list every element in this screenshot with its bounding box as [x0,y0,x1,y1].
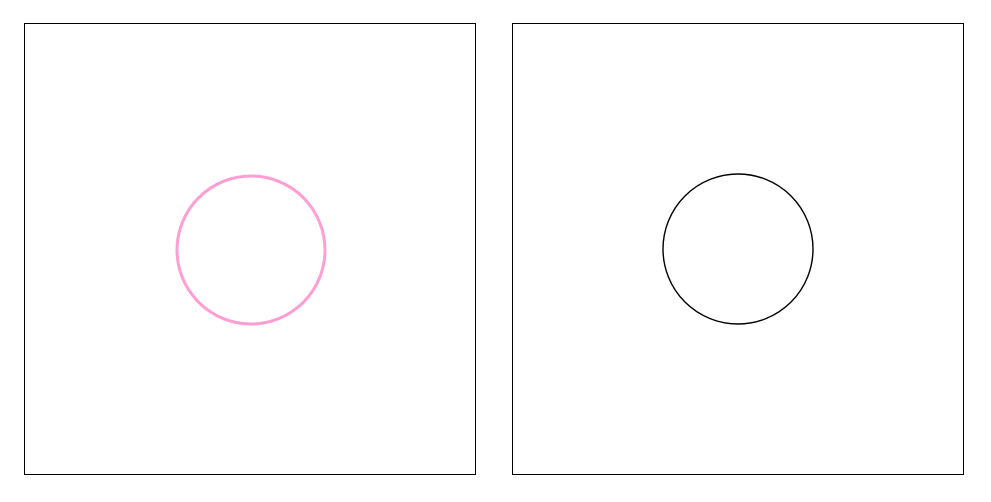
black-circle [662,173,814,325]
right-panel [512,23,964,475]
right-canvas [662,173,814,325]
left-canvas [175,174,327,326]
pink-circle [175,174,327,326]
left-panel [24,23,476,475]
